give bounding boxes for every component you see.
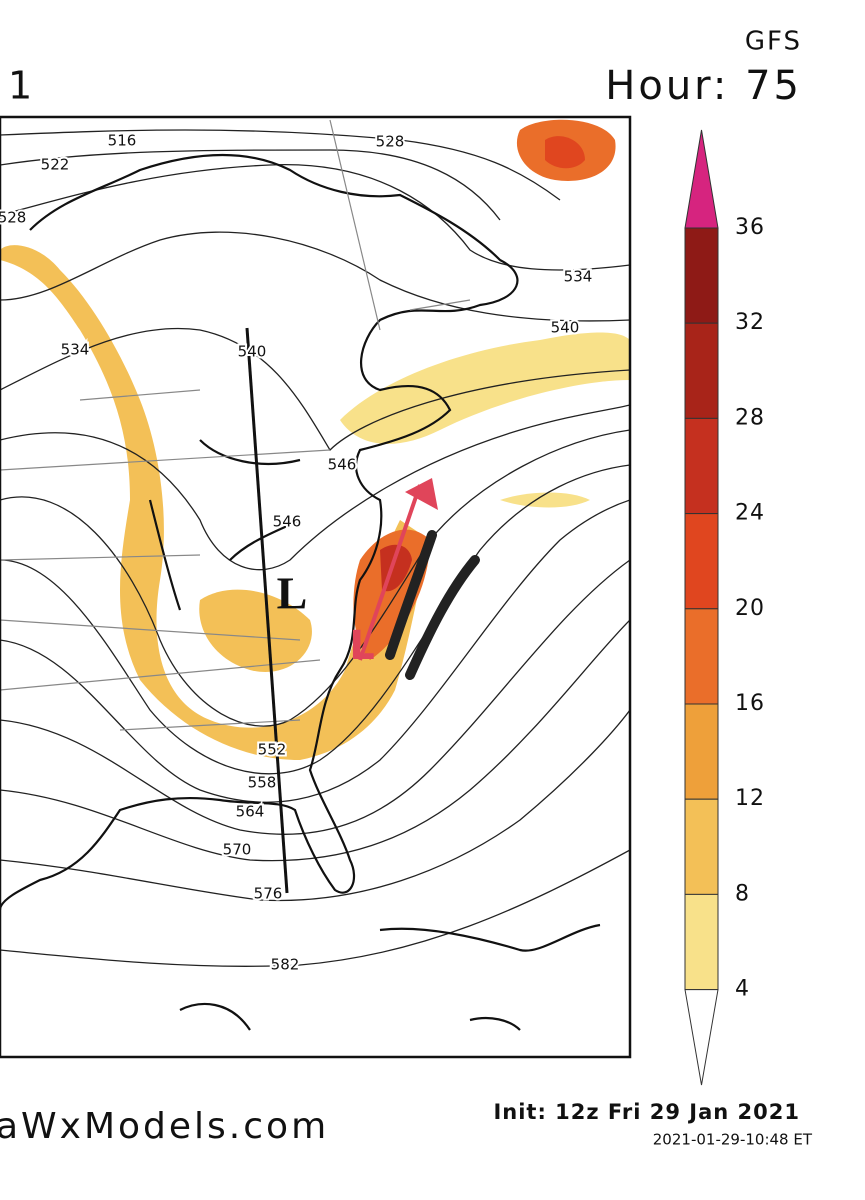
trough-axis-line	[245, 327, 289, 894]
title-fragment: 1	[8, 64, 32, 108]
low-label-red: L	[349, 623, 375, 669]
precip-blob	[199, 589, 312, 672]
colorbar-tick-label: 8	[735, 881, 750, 906]
contour-label: 534	[61, 341, 90, 359]
low-label: L	[277, 568, 308, 619]
arrow-head	[405, 478, 438, 510]
contour-label: 564	[236, 803, 265, 821]
contour-label: 528	[0, 209, 26, 227]
coastlines	[0, 119, 601, 1031]
caribbean-islands	[179, 923, 601, 1031]
contour-line	[0, 709, 630, 902]
colorbar-segment	[684, 227, 719, 324]
colorbar-bottom-arrow	[684, 989, 719, 1086]
contour-label: 546	[328, 456, 357, 474]
model-name: GFS	[745, 27, 802, 57]
contour-label: 516	[108, 132, 137, 150]
coastline	[0, 153, 519, 911]
contour-label: 540	[551, 319, 580, 337]
contour-line	[0, 849, 630, 967]
site-name: aWxModels.com	[0, 1106, 329, 1147]
front-marks	[385, 530, 480, 680]
contour-label: 522	[41, 156, 70, 174]
precip-blob	[500, 492, 590, 508]
colorbar-tick-label: 12	[735, 786, 765, 811]
contour-line	[0, 231, 630, 322]
contour-line	[0, 464, 630, 775]
timestamp: 2021-01-29-10:48 ET	[653, 1131, 813, 1149]
contour-label: 528	[376, 133, 405, 151]
colorbar-segment	[684, 417, 719, 515]
contour-label: 540	[238, 343, 267, 361]
precip-core	[545, 136, 585, 169]
colorbar-tick-label: 16	[735, 691, 765, 716]
contour-labels: 516 522 528 528 534 540 534 540 546 546 552 558 564 5…	[0, 130, 594, 976]
colorbar-segment	[684, 322, 719, 419]
colorbar-segment	[684, 893, 719, 991]
map-layers	[0, 119, 630, 1031]
colorbar-segment	[684, 798, 719, 895]
state-borders	[0, 119, 471, 731]
contour-line	[0, 129, 561, 201]
contour-label: 546	[273, 513, 302, 531]
contour-line	[0, 327, 630, 452]
colorbar-top-arrow	[684, 129, 719, 229]
init-time: Init: 12z Fri 29 Jan 2021	[493, 1100, 800, 1124]
contour-line	[0, 149, 501, 221]
map-background	[0, 117, 630, 1057]
colorbar-tick-label: 24	[735, 501, 765, 526]
contour-label: 582	[271, 956, 300, 974]
map: L L 516 522 528 528 534 540 534 540 546 546 552 558…	[0, 115, 632, 1059]
precip-band	[0, 245, 430, 760]
contour-label: 570	[223, 841, 252, 859]
contour-line	[0, 559, 630, 835]
map-frame	[0, 115, 632, 1059]
colorbar-tick-label: 28	[735, 405, 765, 430]
contour-line	[0, 619, 630, 862]
contour-label: 576	[254, 885, 283, 903]
colorbar-tick-label: 20	[735, 596, 765, 621]
colorbar-tick-label: 36	[735, 215, 765, 240]
motion-arrow	[358, 484, 422, 661]
contour-line	[0, 499, 630, 803]
colorbar-segment	[684, 608, 719, 705]
colorbar-segment	[684, 703, 719, 800]
great-lakes	[148, 439, 301, 611]
contour-line	[0, 404, 630, 571]
contour-label: 552	[258, 741, 287, 759]
contour-label: 558	[248, 774, 277, 792]
colorbar-tick-label: 4	[735, 977, 750, 1002]
colorbar-tick-label: 32	[735, 310, 765, 335]
colorbar: 36 32 28 24 20 16 12 8 4	[684, 129, 765, 1086]
contour-label: 534	[564, 268, 593, 286]
colorbar-segment	[684, 513, 719, 610]
forecast-hour: Hour: 75	[605, 63, 802, 109]
